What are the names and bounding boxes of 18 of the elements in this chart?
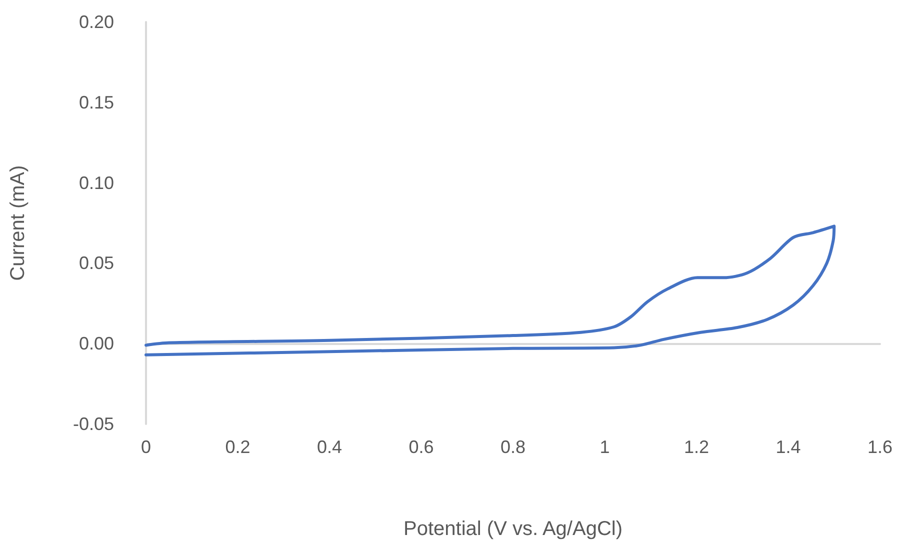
y-tick-label: 0.15	[78, 92, 114, 112]
x-tick-label: 0.6	[408, 437, 434, 457]
x-tick-label: 0.2	[225, 437, 250, 457]
y-tick-label: 0.00	[78, 334, 114, 354]
y-tick-label: 0.10	[78, 172, 114, 193]
x-tick-label: 0	[140, 437, 152, 457]
y-tick-label: 0.20	[78, 12, 114, 32]
line-series	[144, 224, 836, 356]
x-tick-label: 0.8	[500, 437, 526, 457]
x-tick-label: 1.2	[684, 437, 710, 457]
x-tick-label: 1	[600, 437, 610, 457]
x-axis-title: Potential (V vs. Ag/AgCl)	[404, 518, 622, 540]
y-tick-label: -0.05	[72, 414, 114, 434]
x-tick-label: 1.6	[867, 437, 893, 457]
y-axis-title: Current (mA)	[7, 165, 29, 281]
y-tick-label: 0.05	[78, 253, 114, 274]
x-tick-label: 0.4	[316, 437, 342, 457]
x-tick-label: 1.4	[776, 437, 801, 457]
